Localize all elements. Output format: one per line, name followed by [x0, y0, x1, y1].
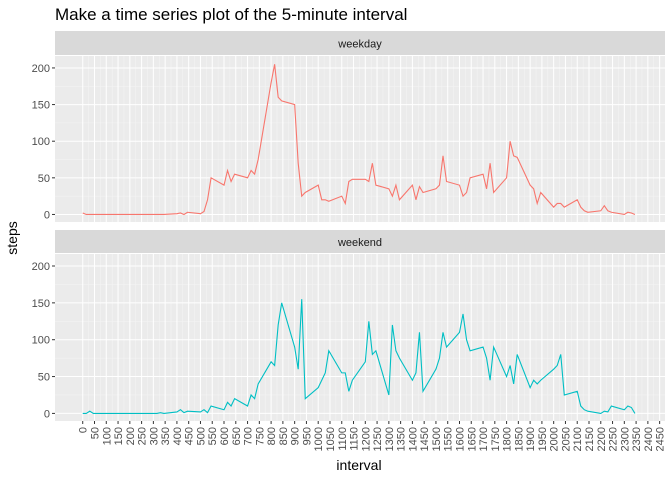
y-axis-title: steps: [4, 221, 20, 254]
y-tick-label: 0: [44, 408, 50, 420]
x-tick-label: 2300: [619, 427, 631, 451]
chart-title: Make a time series plot of the 5-minute …: [55, 5, 407, 24]
x-tick-label: 2150: [584, 427, 596, 451]
x-tick-label: 1200: [360, 427, 372, 451]
x-tick-label: 2100: [572, 427, 584, 451]
y-tick-label: 50: [38, 372, 50, 384]
x-tick-label: 100: [101, 427, 113, 445]
x-tick-label: 1650: [466, 427, 478, 451]
y-tick-label: 200: [32, 261, 50, 273]
x-tick-label: 1850: [513, 427, 525, 451]
x-tick-label: 1050: [325, 427, 337, 451]
y-tick-label: 100: [32, 136, 50, 148]
x-tick-label: 600: [219, 427, 231, 445]
x-tick-label: 650: [231, 427, 243, 445]
x-tick-label: 2050: [560, 427, 572, 451]
y-tick-label: 0: [44, 209, 50, 221]
x-tick-label: 0: [78, 427, 90, 433]
x-tick-label: 1500: [431, 427, 443, 451]
y-tick-label: 200: [32, 63, 50, 75]
x-tick-label: 700: [243, 427, 255, 445]
x-tick-label: 1250: [372, 427, 384, 451]
x-tick-label: 500: [195, 427, 207, 445]
x-tick-label: 50: [90, 427, 102, 439]
x-tick-label: 850: [278, 427, 290, 445]
x-tick-label: 2350: [631, 427, 643, 451]
y-tick-label: 150: [32, 100, 50, 112]
x-tick-label: 1900: [525, 427, 537, 451]
x-tick-label: 1700: [478, 427, 490, 451]
x-tick-label: 1450: [419, 427, 431, 451]
x-tick-label: 950: [301, 427, 313, 445]
strip-label: weekend: [337, 237, 382, 249]
y-tick-label: 100: [32, 335, 50, 347]
x-tick-label: 150: [113, 427, 125, 445]
x-tick-label: 1800: [502, 427, 514, 451]
x-tick-label: 900: [290, 427, 302, 445]
x-tick-label: 300: [148, 427, 160, 445]
line: [82, 299, 636, 414]
line: [82, 64, 636, 216]
x-tick-label: 250: [137, 427, 149, 445]
x-axis-title: interval: [336, 457, 381, 473]
y-tick-label: 150: [32, 298, 50, 310]
x-tick-label: 2200: [596, 427, 608, 451]
x-tick-label: 550: [207, 427, 219, 445]
panel-background: [55, 254, 665, 421]
strip-background: [55, 31, 665, 55]
x-tick-label: 1950: [537, 427, 549, 451]
x-tick-label: 800: [266, 427, 278, 445]
x-tick-label: 2000: [549, 427, 561, 451]
x-tick-label: 750: [254, 427, 266, 445]
x-tick-label: 200: [125, 427, 137, 445]
x-tick-label: 400: [172, 427, 184, 445]
strip-label: weekday: [337, 39, 382, 51]
x-tick-label: 2450: [655, 427, 667, 451]
x-tick-label: 1100: [337, 427, 349, 451]
x-tick-label: 450: [184, 427, 196, 445]
x-tick-label: 1750: [490, 427, 502, 451]
y-tick-label: 50: [38, 173, 50, 185]
x-tick-label: 1400: [407, 427, 419, 451]
strip-background: [55, 230, 665, 253]
x-tick-label: 2400: [643, 427, 655, 451]
panel-background: [55, 56, 665, 222]
x-tick-label: 1150: [349, 427, 361, 451]
x-tick-label: 1000: [313, 427, 325, 451]
x-tick-label: 1550: [443, 427, 455, 451]
x-tick-label: 1350: [396, 427, 408, 451]
x-tick-label: 2250: [608, 427, 620, 451]
x-tick-label: 1300: [384, 427, 396, 451]
x-tick-label: 350: [160, 427, 172, 445]
x-tick-label: 1600: [454, 427, 466, 451]
